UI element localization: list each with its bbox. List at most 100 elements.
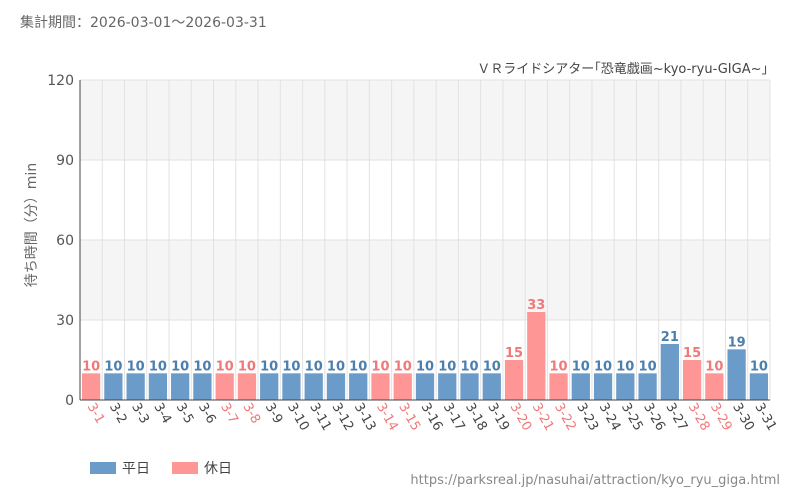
bar [616,373,635,400]
data-label: 10 [216,359,234,374]
x-tick-label: 3-5 [173,401,197,427]
data-label: 10 [171,359,189,374]
plot-bands [80,80,770,320]
data-label: 10 [705,359,723,374]
x-tick-label: 3-15 [395,401,423,434]
y-axis-title: 待ち時間（分）min [24,163,40,287]
bars [82,312,768,400]
data-label: 10 [104,359,122,374]
x-tick-label: 3-17 [440,401,468,434]
bar [749,373,768,400]
legend-holiday-swatch [172,462,198,474]
x-axis: 3-13-23-33-43-53-63-73-83-93-103-113-12 3… [80,399,779,434]
bar [727,349,746,400]
bar [148,373,168,400]
legend-holiday-label: 休日 [204,461,232,477]
x-tick-label: 3-4 [150,401,174,427]
bar [705,373,724,400]
bar [260,373,279,400]
bar [371,373,390,400]
data-label: 10 [550,359,568,374]
x-tick-label: 3-20 [507,401,535,434]
bar [237,373,257,400]
data-label: 10 [82,359,100,374]
bar [571,373,590,400]
bar [393,373,412,400]
plot-band [80,240,770,320]
data-label: 10 [594,359,612,374]
x-tick-label: 3-22 [551,401,579,434]
plot-band [80,80,770,160]
x-tick-label: 3-18 [462,401,490,434]
data-label: 10 [572,359,590,374]
x-tick-label: 3-29 [707,401,735,434]
y-tick-label: 120 [47,73,74,89]
source-url: https://parksreal.jp/nasuhai/attraction/… [410,473,780,488]
bar [104,373,123,400]
x-tick-label: 3-16 [418,401,446,434]
attraction-title: ＶＲライドシアター｢恐竜戯画~kyo-ryu-GIGA~｣ [477,62,768,77]
x-tick-label: 3-26 [640,401,668,434]
data-label: 10 [438,359,456,374]
legend-weekday-swatch [90,462,116,474]
x-tick-label: 3-6 [195,401,219,427]
bar [682,360,702,400]
x-tick-label: 3-24 [596,401,624,434]
x-tick-label: 3-2 [106,401,130,427]
data-label: 10 [349,359,367,374]
data-label: 33 [527,298,545,313]
bar [349,373,368,400]
bar [504,360,524,400]
x-tick-label: 3-19 [484,401,512,434]
x-tick-label: 3-11 [306,401,334,434]
bar [638,373,657,400]
data-label: 10 [327,359,345,374]
legend: 平日 休日 [90,458,254,478]
x-tick-label: 3-14 [373,401,401,434]
x-tick-label: 3-10 [284,401,312,434]
legend-weekday: 平日 [90,458,150,478]
x-tick-label: 3-25 [618,401,646,434]
x-tick-label: 3-27 [662,401,690,434]
data-label: 10 [127,359,145,374]
period-label: 集計期間：2026-03-01～2026-03-31 [20,15,267,31]
x-tick-label: 3-8 [239,401,263,427]
value-labels: 10 10 10 10 10 10 10 10 10 10 10 10 10 10 10 10 10 10 10 15… [82,298,768,374]
data-label: 10 [260,359,278,374]
y-tick-label: 60 [56,233,74,249]
data-label: 10 [639,359,657,374]
x-tick-label: 3-1 [84,401,108,427]
bar [660,344,679,400]
bar [593,373,613,400]
data-label: 10 [193,359,211,374]
bar [126,373,145,400]
bar [527,312,546,400]
data-label: 10 [616,359,634,374]
bar [415,373,435,400]
x-tick-label: 3-3 [128,401,152,427]
x-tick-label: 3-21 [529,401,557,434]
y-tick-label: 0 [65,393,74,409]
bar [193,373,212,400]
plot-grid [79,79,771,400]
data-label: 10 [282,359,300,374]
x-tick-label: 3-31 [751,401,779,434]
data-label: 10 [238,359,256,374]
y-tick-label: 90 [56,153,74,169]
bar [82,373,101,400]
x-tick-label: 3-23 [573,401,601,434]
x-tick-label: 3-9 [262,401,286,427]
bar [171,373,190,400]
x-tick-label: 3-7 [217,401,241,427]
bar [438,373,457,400]
data-label: 10 [416,359,434,374]
data-label: 10 [149,359,167,374]
legend-weekday-label: 平日 [122,461,150,477]
x-tick-label: 3-28 [685,401,713,434]
data-label: 10 [305,359,323,374]
bar [215,373,234,400]
data-label: 10 [371,359,389,374]
data-label: 15 [683,346,701,361]
x-tick-label: 3-12 [329,401,357,434]
